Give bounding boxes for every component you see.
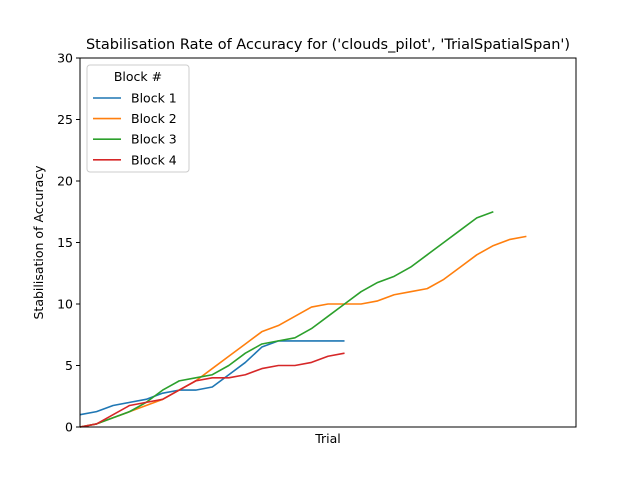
y-tick-label: 0: [65, 420, 73, 435]
plot-frame: [79, 57, 577, 428]
y-tick-label: 30: [57, 51, 73, 66]
y-axis-label: Stabilisation of Accuracy: [31, 165, 46, 320]
legend-box: [86, 64, 190, 173]
series-line-block-1: [79, 340, 345, 416]
series-line-block-4: [79, 352, 345, 428]
y-tick-label: 5: [65, 358, 73, 373]
legend-label-block-3: Block 3: [131, 132, 177, 147]
legend-label-block-1: Block 1: [131, 91, 177, 106]
y-tick-label: 25: [57, 112, 73, 127]
legend-label-block-2: Block 2: [131, 111, 177, 126]
legend-title: Block #: [114, 69, 162, 84]
y-axis: 0 5 10 15 20 25 30: [57, 51, 80, 435]
legend-label-block-4: Block 4: [131, 152, 177, 167]
series-line-block-2: [79, 235, 527, 428]
legend: Block # Block 1 Block 2 Block 3 Block 4: [86, 64, 190, 173]
x-axis-label: Trial: [314, 431, 341, 446]
series-line-block-3: [79, 211, 494, 428]
plot-lines: [79, 211, 527, 428]
y-tick-label: 20: [57, 174, 73, 189]
y-tick-label: 15: [57, 235, 73, 250]
chart-title: Stabilisation Rate of Accuracy for ('clo…: [86, 37, 570, 53]
y-tick-label: 10: [57, 297, 73, 312]
